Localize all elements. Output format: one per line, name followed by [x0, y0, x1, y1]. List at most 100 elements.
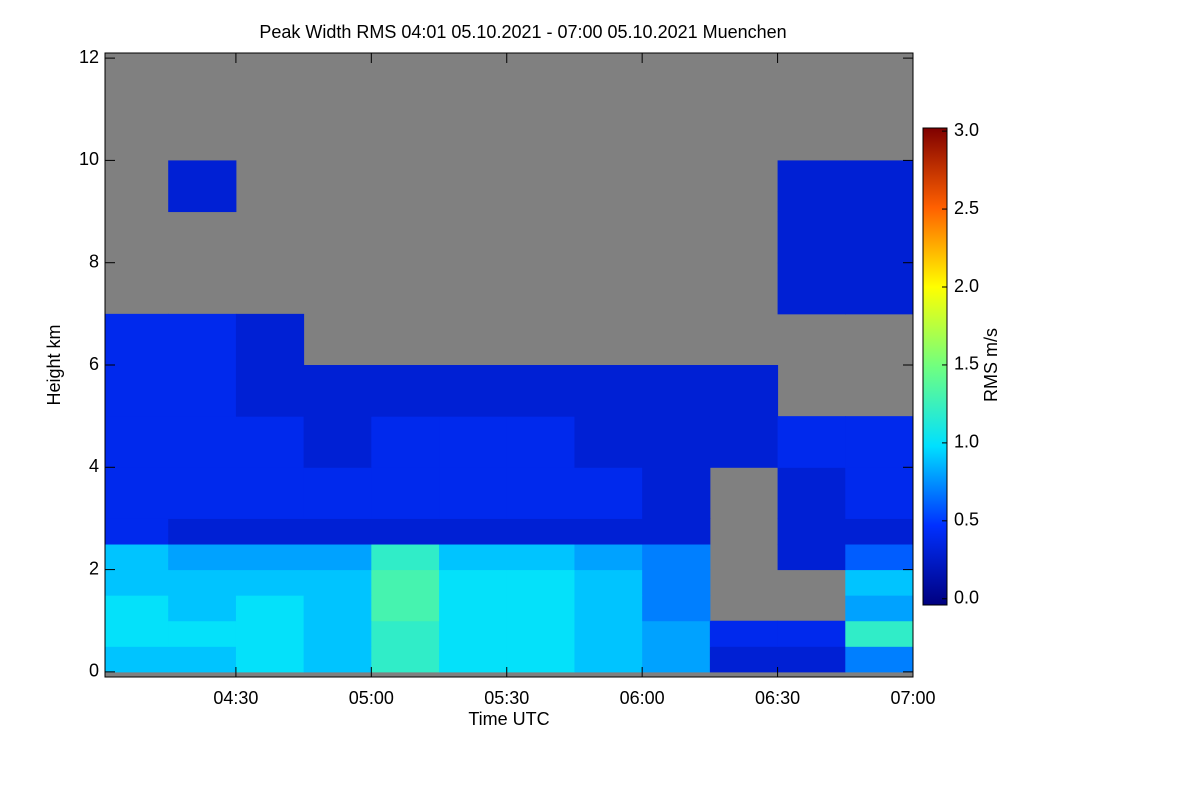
y-tick-label: 8 — [89, 251, 99, 271]
heatmap-cell — [439, 467, 508, 519]
y-tick-label: 12 — [79, 47, 99, 67]
heatmap-cell — [777, 646, 846, 673]
heatmap-cell — [303, 595, 372, 622]
heatmap-cell — [168, 646, 237, 673]
heatmap-cell — [439, 518, 508, 545]
heatmap-cell — [105, 569, 169, 596]
heatmap-cell — [439, 646, 508, 673]
colorbar-tick-label: 2.5 — [954, 198, 979, 218]
heatmap-cell — [574, 365, 643, 417]
heatmap-cell — [506, 620, 575, 647]
heatmap-cell — [371, 620, 440, 647]
heatmap-cell — [235, 595, 305, 622]
colorbar-tick-label: 0.5 — [954, 510, 979, 530]
heatmap-cell — [168, 467, 237, 519]
heatmap-cell — [845, 518, 914, 545]
x-tick-label: 06:00 — [620, 688, 665, 708]
heatmap-cell — [439, 416, 508, 468]
heatmap-cell — [709, 620, 779, 647]
heatmap-cell — [168, 416, 237, 468]
chart-title: Peak Width RMS 04:01 05.10.2021 - 07:00 … — [259, 22, 786, 42]
heatmap-cell — [574, 518, 643, 545]
heatmap-cell — [574, 646, 643, 673]
heatmap-cell — [777, 620, 846, 647]
heatmap-cell — [845, 646, 914, 673]
heatmap-cell — [235, 646, 305, 673]
heatmap-cell — [439, 595, 508, 622]
colorbar-tick-label: 1.0 — [954, 432, 979, 452]
x-axis-label: Time UTC — [468, 709, 549, 729]
y-tick-label: 0 — [89, 661, 99, 681]
heatmap-cell — [371, 416, 440, 468]
heatmap-cell — [439, 569, 508, 596]
heatmap-cell — [642, 569, 711, 596]
colorbar-tick-label: 2.0 — [954, 276, 979, 296]
heatmap-cell — [168, 595, 237, 622]
heatmap-cell — [777, 211, 846, 264]
heatmap-cell — [303, 467, 372, 519]
heatmap-cell — [574, 569, 643, 596]
heatmap-cell — [235, 569, 305, 596]
heatmap-cell — [642, 467, 711, 519]
heatmap-cell — [642, 646, 711, 673]
colorbar-label: RMS m/s — [981, 328, 1001, 402]
heatmap-cell — [303, 544, 372, 571]
heatmap-cell — [235, 544, 305, 571]
heatmap-cell — [709, 365, 779, 417]
heatmap-cell — [642, 595, 711, 622]
y-tick-label: 4 — [89, 456, 99, 476]
heatmap-cell — [777, 544, 846, 571]
heatmap-cell — [709, 646, 779, 673]
heatmap-cell — [235, 365, 305, 417]
heatmap-cell — [845, 416, 914, 468]
heatmap-cell — [506, 365, 575, 417]
heatmap-cell — [777, 262, 846, 315]
heatmap-cell — [371, 544, 440, 571]
heatmap-cell — [845, 262, 914, 315]
heatmap-cell — [168, 365, 237, 417]
heatmap-cell — [371, 646, 440, 673]
heatmap-cell — [235, 518, 305, 545]
heatmap-cell — [506, 569, 575, 596]
heatmap-cell — [506, 595, 575, 622]
heatmap-cell — [371, 595, 440, 622]
heatmap-cell — [168, 313, 237, 366]
heatmap-cell — [168, 518, 237, 545]
heatmap-cell — [105, 313, 169, 366]
heatmap-cell — [105, 595, 169, 622]
y-axis-label: Height km — [44, 324, 64, 405]
heatmap-cell — [439, 620, 508, 647]
heatmap-cell — [777, 467, 846, 519]
x-tick-label: 06:30 — [755, 688, 800, 708]
heatmap-cell — [574, 595, 643, 622]
heatmap-cell — [845, 569, 914, 596]
heatmap-cell — [168, 620, 237, 647]
heatmap-cell — [506, 518, 575, 545]
heatmap-cell — [105, 646, 169, 673]
y-tick-label: 10 — [79, 149, 99, 169]
heatmap-cell — [235, 620, 305, 647]
heatmap-cell — [371, 569, 440, 596]
heatmap-cell — [105, 365, 169, 417]
heatmap-cell — [303, 416, 372, 468]
heatmap-cell — [845, 620, 914, 647]
heatmap-cell — [642, 620, 711, 647]
y-tick-label: 6 — [89, 354, 99, 374]
heatmap-cell — [574, 544, 643, 571]
y-tick-label: 2 — [89, 558, 99, 578]
heatmap-cell — [574, 620, 643, 647]
x-tick-label: 05:30 — [484, 688, 529, 708]
heatmap-cell — [105, 518, 169, 545]
heatmap-cell — [574, 467, 643, 519]
heatmap-cell — [439, 365, 508, 417]
colorbar-tick-label: 1.5 — [954, 354, 979, 374]
heatmap-cell — [845, 211, 914, 264]
heatmap-cell — [777, 518, 846, 545]
heatmap-cell — [105, 620, 169, 647]
heatmap-cell — [574, 416, 643, 468]
heatmap-cell — [371, 518, 440, 545]
x-tick-label: 04:30 — [213, 688, 258, 708]
heatmap-cell — [506, 416, 575, 468]
heatmap-cell — [506, 646, 575, 673]
